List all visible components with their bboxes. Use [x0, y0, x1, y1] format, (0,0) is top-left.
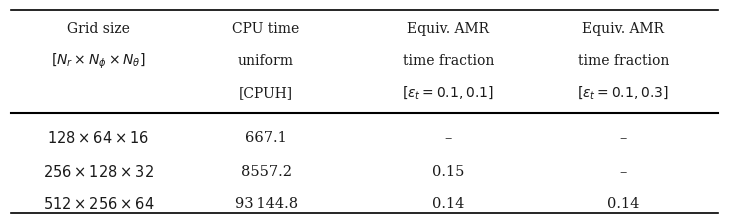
- Text: time fraction: time fraction: [577, 54, 669, 68]
- Text: $256 \times 128 \times 32$: $256 \times 128 \times 32$: [43, 164, 154, 180]
- Text: Equiv. AMR: Equiv. AMR: [408, 22, 489, 36]
- Text: 0.14: 0.14: [432, 197, 464, 211]
- Text: $[\varepsilon_t = 0.1, 0.1]$: $[\varepsilon_t = 0.1, 0.1]$: [402, 84, 494, 101]
- Text: –: –: [620, 165, 627, 179]
- Text: –: –: [620, 131, 627, 145]
- Text: 0.15: 0.15: [432, 165, 464, 179]
- Text: $128 \times 64 \times 16$: $128 \times 64 \times 16$: [47, 130, 149, 146]
- Text: $[\varepsilon_t = 0.1, 0.3]$: $[\varepsilon_t = 0.1, 0.3]$: [577, 84, 669, 101]
- Text: 0.14: 0.14: [607, 197, 639, 211]
- Text: Equiv. AMR: Equiv. AMR: [582, 22, 664, 36]
- Text: time fraction: time fraction: [402, 54, 494, 68]
- Text: uniform: uniform: [238, 54, 294, 68]
- Text: $[N_r \times N_\phi \times N_\theta]$: $[N_r \times N_\phi \times N_\theta]$: [51, 51, 146, 71]
- Text: 93 144.8: 93 144.8: [235, 197, 297, 211]
- Text: –: –: [445, 131, 452, 145]
- Text: CPU time: CPU time: [233, 22, 300, 36]
- Text: 667.1: 667.1: [245, 131, 287, 145]
- Text: Grid size: Grid size: [67, 22, 130, 36]
- Text: 8557.2: 8557.2: [241, 165, 292, 179]
- Text: [CPUH]: [CPUH]: [239, 86, 293, 100]
- Text: $512 \times 256 \times 64$: $512 \times 256 \times 64$: [43, 196, 154, 212]
